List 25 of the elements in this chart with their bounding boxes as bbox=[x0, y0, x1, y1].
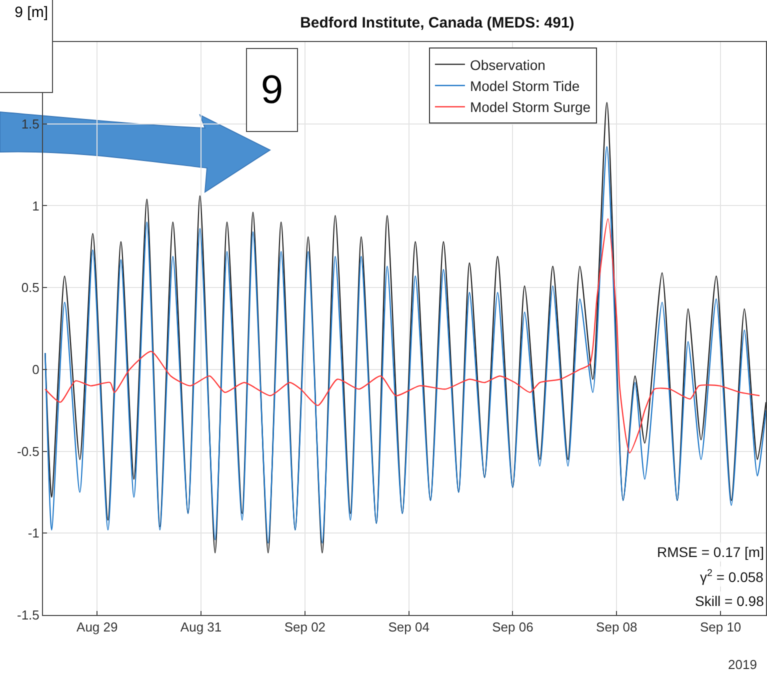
x-tick-label: Aug 29 bbox=[76, 620, 118, 635]
x-tick-label: Sep 10 bbox=[700, 620, 742, 635]
line-series bbox=[44, 218, 760, 454]
annotation: γ$^{2}$ = 0.058 bbox=[700, 568, 764, 585]
y-tick-label: -1 bbox=[28, 526, 40, 541]
y-tick-label: 1 bbox=[32, 198, 40, 214]
x-tick-label: Sep 06 bbox=[492, 620, 534, 635]
x-tick-label: Sep 04 bbox=[388, 620, 430, 635]
y-tick-label: 1.5 bbox=[21, 116, 40, 132]
label-box: 9 [m] bbox=[0, 0, 53, 93]
x-tick-label: Sep 08 bbox=[596, 620, 638, 635]
annotation: RMSE = 0.17 [m] bbox=[657, 544, 764, 560]
x-tick-label: Aug 31 bbox=[180, 620, 222, 635]
legend-label: Model Storm Surge bbox=[470, 99, 591, 116]
x-tick-label: Sep 02 bbox=[284, 620, 326, 635]
y-tick-label: -0.5 bbox=[16, 444, 40, 459]
number-box: 9 bbox=[246, 48, 298, 132]
legend-label: Observation bbox=[470, 56, 546, 73]
chart-title: Bedford Institute, Canada (MEDS: 491) bbox=[300, 14, 574, 32]
text: 2019 bbox=[728, 657, 757, 672]
y-tick-label: 0.5 bbox=[21, 280, 40, 296]
annotation: Skill = 0.98 bbox=[695, 593, 764, 609]
y-tick-label: 0 bbox=[32, 362, 40, 377]
legend-label: Model Storm Tide bbox=[470, 78, 580, 94]
y-tick-label: -1.5 bbox=[16, 608, 40, 623]
